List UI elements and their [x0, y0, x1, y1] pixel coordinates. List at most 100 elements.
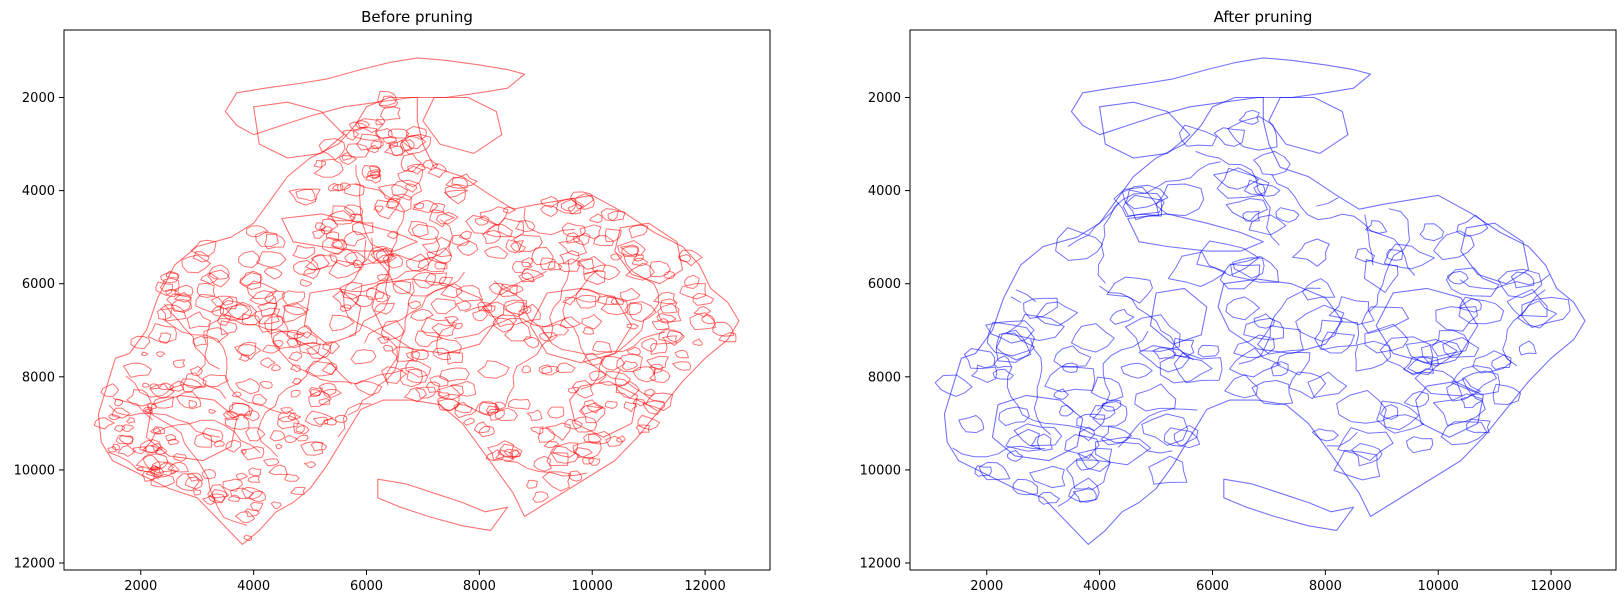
contour-island — [1445, 267, 1500, 297]
contour-island — [1232, 257, 1265, 279]
contour-island — [230, 487, 255, 500]
contour-island — [280, 407, 294, 415]
contour-island — [1407, 356, 1439, 376]
contour-island — [399, 366, 423, 388]
contour-island — [126, 417, 136, 424]
contour-island — [496, 314, 517, 328]
contour-island — [421, 159, 439, 171]
contour-island — [1451, 365, 1497, 393]
contour-island — [379, 106, 401, 121]
contour-island — [287, 412, 302, 421]
contour-island — [570, 191, 595, 209]
contour-island — [188, 399, 198, 408]
contour-island — [986, 321, 1035, 357]
contour-island — [934, 374, 973, 397]
contour-island — [1138, 345, 1191, 373]
contour-island — [306, 343, 332, 359]
contour-island — [619, 287, 641, 302]
contour-island — [1238, 109, 1260, 125]
contour-island — [456, 240, 479, 256]
contour-island — [1458, 298, 1505, 325]
contour-line — [614, 222, 684, 285]
contour-island — [621, 360, 639, 371]
contour-island — [672, 361, 692, 371]
contour-boundary — [1099, 285, 1195, 361]
contour-island — [605, 435, 624, 447]
contour-island — [495, 407, 518, 421]
contour-island — [412, 200, 439, 214]
contour-island — [186, 311, 211, 329]
contour-island — [243, 534, 252, 542]
contour-island — [1213, 167, 1260, 190]
contour-boundary — [952, 445, 1046, 458]
contour-island — [225, 439, 242, 453]
contour-island — [659, 298, 678, 314]
contour-island — [1466, 418, 1491, 434]
contour-island — [1275, 207, 1300, 223]
contour-island — [159, 277, 180, 292]
contour-island — [1433, 230, 1475, 261]
contour-island — [1351, 443, 1383, 467]
contour-island — [540, 205, 558, 217]
contour-island — [1089, 405, 1116, 420]
contour-island — [628, 301, 657, 323]
contour-island — [1435, 306, 1478, 332]
contour-island — [318, 138, 346, 161]
contour-island — [114, 425, 126, 433]
contour-island — [400, 139, 415, 152]
contour-island — [160, 304, 187, 322]
contour-island — [417, 256, 447, 273]
contour-boundary — [351, 164, 390, 291]
contour-island — [651, 318, 670, 330]
contour-island — [1491, 354, 1512, 370]
contour-island — [329, 248, 358, 267]
contour-island — [293, 422, 305, 435]
contour-island — [415, 386, 437, 399]
contour-island — [237, 341, 257, 356]
contour-island — [1216, 167, 1270, 199]
contour-island — [295, 188, 321, 202]
contour-island — [458, 230, 473, 240]
contour-island — [387, 230, 399, 240]
contour-island — [586, 402, 604, 414]
contour-island — [451, 173, 478, 187]
contour-island — [388, 139, 412, 156]
contour-island — [366, 287, 385, 300]
contour-island — [173, 359, 186, 369]
contour-island — [1432, 393, 1486, 426]
contour-island — [1122, 189, 1165, 217]
y-axis-before: 2000 4000 6000 8000 10000 12000 — [14, 91, 64, 572]
contour-island — [1053, 345, 1092, 368]
contour-island — [503, 206, 516, 214]
contour-island — [130, 335, 151, 350]
contour-island — [1044, 366, 1096, 393]
x-tick-label: 4000 — [1083, 579, 1116, 594]
contour-island — [1302, 278, 1336, 301]
contour-island — [248, 467, 262, 477]
contour-island — [147, 323, 177, 343]
contour-island — [1225, 198, 1268, 222]
contour-island — [538, 364, 553, 375]
contour-island — [593, 235, 615, 247]
x-tick-label: 12000 — [1530, 579, 1571, 594]
contour-island — [1460, 393, 1483, 409]
contour-island — [455, 285, 484, 302]
contour-island — [455, 300, 472, 311]
contour-island — [304, 360, 337, 377]
contour-island — [147, 403, 157, 409]
contour-island — [382, 254, 403, 269]
contour-island — [974, 465, 992, 477]
contour-island — [1336, 390, 1387, 424]
contour-island — [239, 270, 263, 287]
contour-island — [505, 301, 526, 318]
contour-boundary — [1326, 431, 1358, 447]
contour-island — [1141, 413, 1188, 446]
contour-island — [190, 239, 217, 257]
axes-frame-before — [63, 29, 771, 571]
contour-island — [591, 264, 621, 281]
contour-island — [684, 274, 700, 289]
contour-island — [1029, 465, 1066, 489]
contour-island — [1518, 340, 1537, 356]
contour-island — [571, 416, 598, 433]
contour-island — [158, 332, 172, 344]
